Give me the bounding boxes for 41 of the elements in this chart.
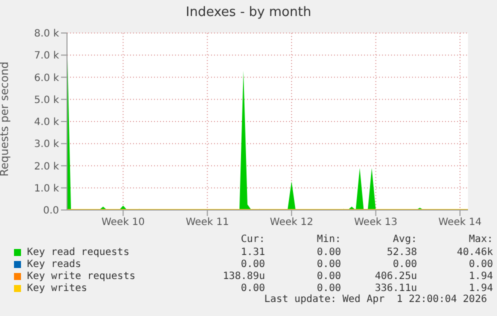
text: 1.31 <box>240 246 265 258</box>
y-tick-label: 6.0 k <box>34 72 60 84</box>
text: 406.25u <box>374 270 417 282</box>
legend-label: Key writes <box>27 282 88 294</box>
y-tick-label: 1.0 k <box>34 183 60 194</box>
legend-label: Key write requests <box>27 270 136 282</box>
text: 138.89u <box>222 270 265 282</box>
y-tick-label: 7.0 k <box>34 50 60 62</box>
text: Cur: <box>240 234 265 246</box>
text: Last update: Wed Apr 1 22:00:04 2026 <box>263 294 487 306</box>
y-tick-label: 2.0 k <box>34 161 60 172</box>
x-tick-label: Week 13 <box>354 217 398 228</box>
text: 52.38 <box>386 246 417 258</box>
text: 0.00 <box>392 258 417 270</box>
text: 0.00 <box>316 282 341 294</box>
x-tick-label: Week 12 <box>270 217 314 228</box>
legend-label: Key reads <box>27 258 82 270</box>
y-tick-label: 8.0 k <box>34 28 60 40</box>
text: Avg: <box>392 234 417 246</box>
chart-title: Indexes - by month <box>184 4 312 22</box>
x-tick-label: Week 14 <box>438 217 482 228</box>
text: 0.00 <box>240 258 265 270</box>
y-tick-label: 0.0 <box>43 206 59 217</box>
y-tick-label: 3.0 k <box>34 139 60 150</box>
y-tick-label: 4.0 k <box>34 117 60 128</box>
legend-label: Key read requests <box>27 246 130 258</box>
text: 40.46k <box>456 246 493 258</box>
text: 0.00 <box>468 258 493 270</box>
x-tick-label: Week 10 <box>101 217 145 228</box>
text: Min: <box>316 234 341 246</box>
text: 1.94 <box>468 270 493 282</box>
text: 0.00 <box>316 246 341 258</box>
text: 1.94 <box>468 282 493 294</box>
y-axis-title: Requests per second <box>0 62 11 176</box>
x-tick-label: Week 11 <box>186 217 230 228</box>
text: 0.00 <box>316 270 341 282</box>
text: 336.11u <box>374 282 417 294</box>
text: 0.00 <box>240 282 265 294</box>
y-tick-label: 5.0 k <box>34 94 60 106</box>
text: 0.00 <box>316 258 341 270</box>
text: Max: <box>468 234 493 246</box>
